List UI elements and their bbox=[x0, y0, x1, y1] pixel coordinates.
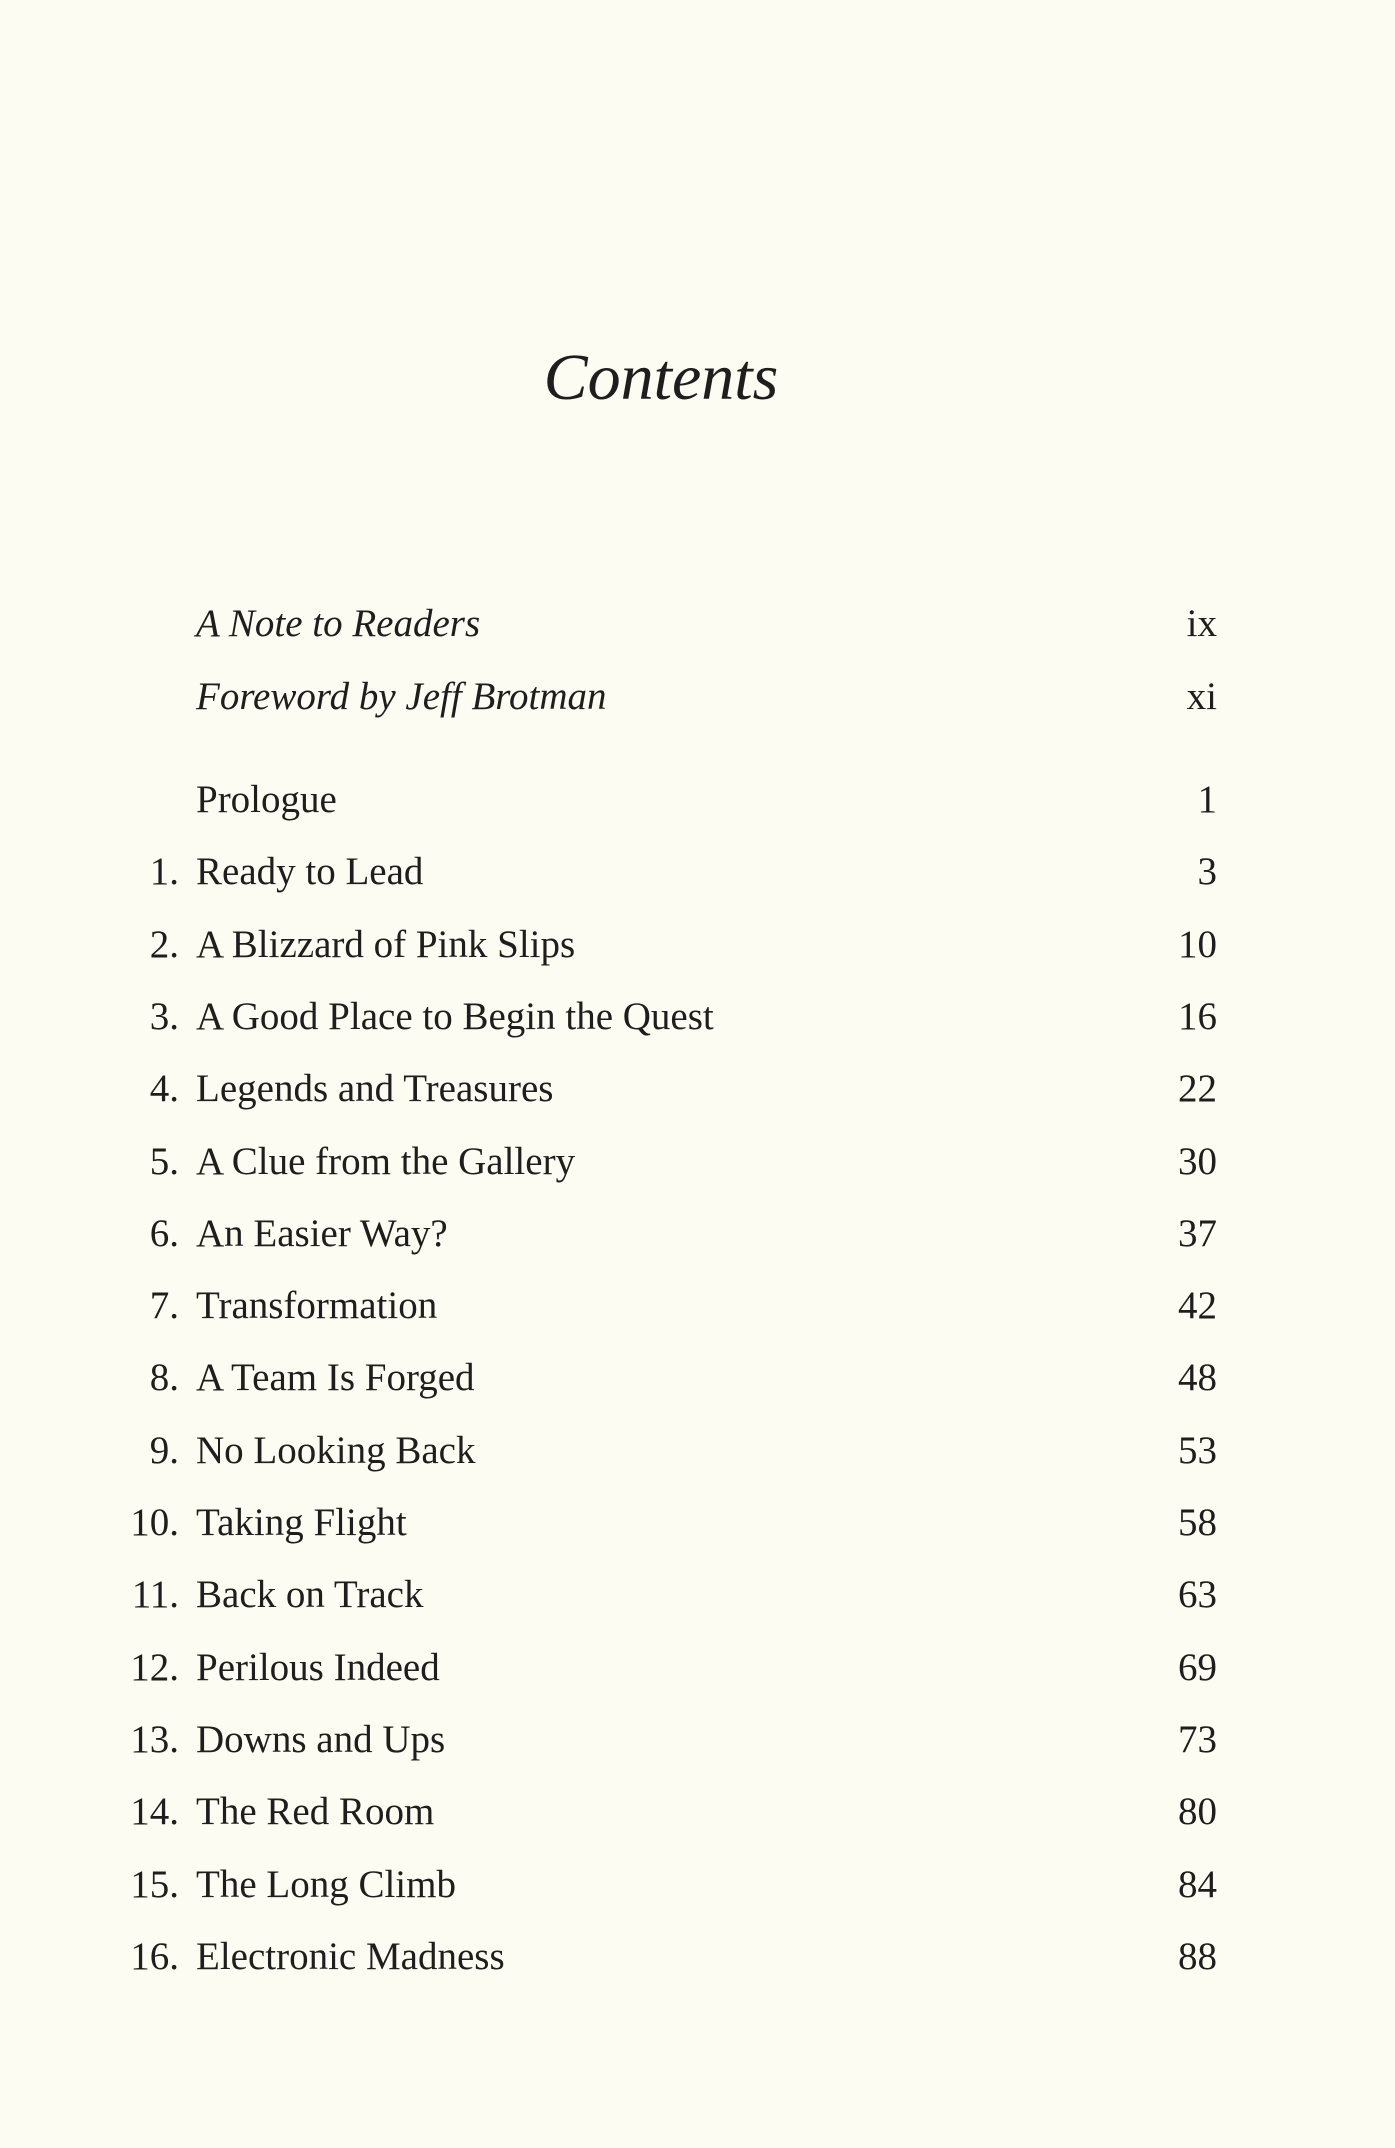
entry-title: No Looking Back bbox=[196, 1428, 476, 1472]
entry-page-number: 80 bbox=[1178, 1790, 1217, 1834]
chapter-number: 12. bbox=[130, 1645, 179, 1689]
chapter-number: 13. bbox=[130, 1717, 179, 1761]
entry-title: Legends and Treasures bbox=[196, 1067, 554, 1111]
chapter-number: 3. bbox=[149, 994, 179, 1038]
entry-page-number: 22 bbox=[1178, 1067, 1217, 1111]
entry-page-number: 30 bbox=[1178, 1139, 1217, 1183]
entry-title: The Long Climb bbox=[196, 1862, 456, 1906]
entry-page-number: 88 bbox=[1178, 1934, 1217, 1978]
toc-entry[interactable]: 13. Downs and Ups 73 bbox=[0, 1715, 1395, 1765]
entry-page-number: 58 bbox=[1178, 1501, 1217, 1544]
toc-entry-front-matter[interactable]: A Note to Readers ix bbox=[0, 599, 1395, 649]
entry-page-number: 73 bbox=[1178, 1717, 1217, 1761]
entry-page-number: 69 bbox=[1178, 1645, 1217, 1689]
entry-title: Ready to Lead bbox=[196, 850, 424, 894]
chapter-number: 1. bbox=[149, 850, 179, 894]
entry-page-number: 37 bbox=[1178, 1211, 1217, 1255]
entry-page-number: 84 bbox=[1178, 1862, 1217, 1906]
chapter-number: 16. bbox=[130, 1934, 179, 1978]
toc-entry[interactable]: Prologue 1 bbox=[0, 775, 1395, 825]
page-title: Contents bbox=[543, 341, 779, 414]
toc-entry[interactable]: 11. Back on Track 63 bbox=[0, 1570, 1395, 1620]
entry-page-number: 16 bbox=[1178, 994, 1217, 1038]
entry-title: Prologue bbox=[196, 778, 337, 821]
entry-page-number: ix bbox=[1186, 602, 1217, 645]
entry-title: A Clue from the Gallery bbox=[196, 1139, 576, 1183]
entry-title: The Red Room bbox=[196, 1790, 435, 1834]
toc-entry[interactable]: 4. Legends and Treasures 22 bbox=[0, 1064, 1395, 1114]
toc-entry[interactable]: 8. A Team Is Forged 48 bbox=[0, 1353, 1395, 1403]
chapter-number: 2. bbox=[149, 922, 179, 966]
entry-title: Transformation bbox=[196, 1284, 438, 1328]
entry-title: A Blizzard of Pink Slips bbox=[196, 922, 576, 966]
entry-title: Electronic Madness bbox=[196, 1934, 505, 1978]
chapter-number: 10. bbox=[130, 1501, 179, 1544]
entry-page-number: 48 bbox=[1178, 1356, 1217, 1400]
toc-entry[interactable]: 12. Perilous Indeed 69 bbox=[0, 1643, 1395, 1693]
entry-page-number: xi bbox=[1186, 675, 1217, 718]
entry-title: An Easier Way? bbox=[196, 1211, 448, 1255]
entry-page-number: 63 bbox=[1178, 1573, 1217, 1617]
entry-page-number: 53 bbox=[1178, 1428, 1217, 1472]
entry-title: Downs and Ups bbox=[196, 1717, 446, 1761]
entry-title: A Good Place to Begin the Quest bbox=[196, 994, 714, 1038]
toc-entry[interactable]: 10. Taking Flight 58 bbox=[0, 1498, 1395, 1548]
toc-entry[interactable]: 1. Ready to Lead 3 bbox=[0, 847, 1395, 897]
chapter-number: 4. bbox=[149, 1067, 179, 1111]
toc-entry[interactable]: 5. A Clue from the Gallery 30 bbox=[0, 1137, 1395, 1187]
toc-entry-front-matter[interactable]: Foreword by Jeff Brotman xi bbox=[0, 672, 1395, 722]
chapter-number: 7. bbox=[149, 1284, 179, 1328]
toc-entry[interactable]: 9. No Looking Back 53 bbox=[0, 1426, 1395, 1476]
toc-entry[interactable]: 3. A Good Place to Begin the Quest 16 bbox=[0, 992, 1395, 1042]
chapter-number: 5. bbox=[149, 1139, 179, 1183]
toc-entry[interactable]: 6. An Easier Way? 37 bbox=[0, 1209, 1395, 1259]
chapter-number: 11. bbox=[131, 1573, 179, 1617]
entry-title: Taking Flight bbox=[196, 1501, 407, 1544]
toc-entry[interactable]: 16. Electronic Madness 88 bbox=[0, 1932, 1395, 1982]
chapter-number: 9. bbox=[149, 1428, 179, 1472]
chapter-number: 6. bbox=[149, 1211, 179, 1255]
entry-page-number: 3 bbox=[1197, 850, 1218, 894]
toc-entry[interactable]: 14. The Red Room 80 bbox=[0, 1787, 1395, 1837]
entry-title: Back on Track bbox=[196, 1573, 424, 1617]
chapter-number: 8. bbox=[149, 1356, 179, 1400]
chapter-number: 14. bbox=[130, 1790, 179, 1834]
chapter-number: 15. bbox=[130, 1862, 179, 1906]
entry-title: Foreword by Jeff Brotman bbox=[196, 675, 607, 718]
toc-entry[interactable]: 2. A Blizzard of Pink Slips 10 bbox=[0, 920, 1395, 970]
toc-entry[interactable]: 7. Transformation 42 bbox=[0, 1281, 1395, 1331]
entry-page-number: 1 bbox=[1197, 778, 1218, 821]
toc-entry[interactable]: 15. The Long Climb 84 bbox=[0, 1860, 1395, 1910]
entry-page-number: 42 bbox=[1178, 1284, 1217, 1328]
entry-title: A Note to Readers bbox=[196, 602, 481, 645]
entry-page-number: 10 bbox=[1178, 922, 1217, 966]
entry-title: Perilous Indeed bbox=[196, 1645, 440, 1689]
entry-title: A Team Is Forged bbox=[196, 1356, 475, 1400]
